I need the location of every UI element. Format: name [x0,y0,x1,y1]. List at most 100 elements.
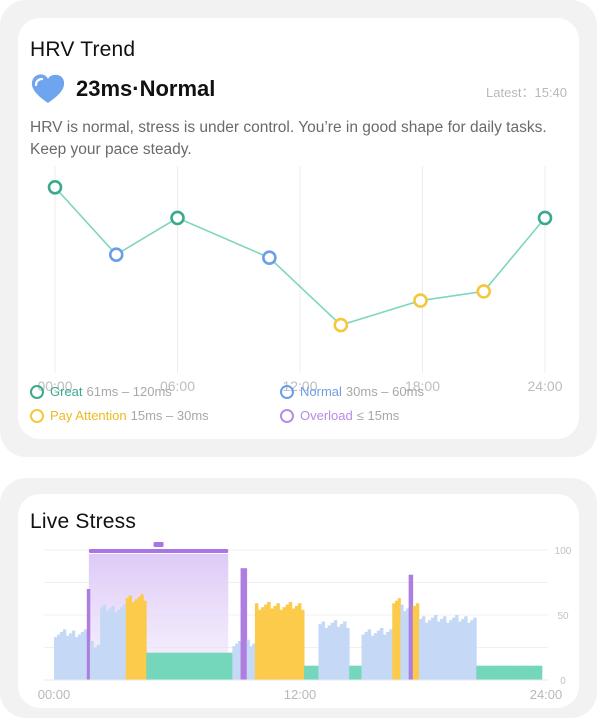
stress-bar [538,665,543,680]
stress-bar [257,609,262,680]
stress-bar [386,631,390,680]
stress-bar [122,604,127,680]
stress-bar [434,615,438,680]
stress-bar [376,630,381,680]
stress-bar [252,643,256,680]
stress-bar [526,665,530,680]
legend-pay-attention-label: Pay Attention [50,408,127,423]
legend-normal: Normal 30ms – 60ms [280,384,424,399]
hrv-value: 23ms·Normal [76,76,216,101]
stress-bar [502,665,506,680]
stress-bar [424,622,429,680]
legend-pay-attention-marker [30,408,44,423]
stress-bar [315,665,319,680]
stress-bar [333,620,338,680]
stress-bar [217,652,221,680]
stress-bar [246,639,250,680]
stress-bar [93,647,98,680]
hrv-summary: 23ms·Normal [30,73,215,105]
stress-card[interactable]: Live Stress 100 50 0 00:00 12:00 24:00 [18,494,579,708]
stress-bar [68,633,73,680]
stress-bar [427,620,432,680]
stress-bar [421,616,426,680]
stress-bar [282,607,287,680]
stress-bar-chart[interactable]: 100 50 0 00:00 12:00 24:00 [18,538,579,708]
stress-bar [279,609,283,680]
y-tick-label: 0 [560,676,566,687]
stress-bar [71,630,76,680]
stress-bar [476,665,480,680]
stress-bar [330,622,335,680]
stress-bar [482,665,486,680]
stress-bar [161,652,165,680]
stress-bar [267,602,271,680]
stress-bar [339,624,344,680]
stress-bar [355,665,359,680]
stress-bar [379,628,384,680]
stress-bar [408,574,414,680]
stress-bar [164,652,168,680]
hrv-point [333,317,349,333]
heart-icon [31,74,65,103]
stress-bar [485,665,489,680]
stress-bar [152,652,156,680]
stress-bar [361,634,365,680]
stress-bar [235,643,239,680]
stress-bar [490,665,495,680]
stress-bar [120,607,124,680]
stress-bar [220,652,224,680]
stress-bar [309,665,314,680]
hrv-point [413,293,428,308]
stress-bar [249,646,253,680]
stress-bar [373,633,378,680]
x-tick-label: 00:00 [38,687,71,702]
stress-bar [172,652,177,680]
stress-bar [496,665,500,680]
y-tick-label: 100 [555,546,572,557]
legend-overload-marker [280,408,294,423]
stress-bar [83,629,88,680]
legend-great-label: Great [50,384,83,399]
x-tick-label: 12:00 [284,687,317,702]
stress-bar [455,615,459,680]
x-tick-label: 18:00 [405,378,440,394]
stress-bar [301,609,305,680]
stress-bar [443,616,447,680]
stress-bar [364,631,369,680]
stress-bar [352,665,356,680]
stress-bar [464,616,468,680]
stress-bar [175,652,180,680]
stress-bar [367,629,372,680]
stress-title: Live Stress [30,510,137,533]
legend-overload: Overload ≤ 15ms [280,408,399,423]
hrv-point [47,180,63,195]
stress-bar [270,608,274,680]
stress-bar [523,665,527,680]
stress-bar [324,628,329,680]
stress-bar [199,652,204,680]
stress-bar [117,609,121,680]
stress-bar [288,602,293,680]
legend-normal-marker [280,384,294,399]
stress-bar [100,607,104,680]
stress-bar [276,603,280,680]
stress-bar [346,628,350,680]
stress-bar [226,652,230,680]
stress-bar [114,612,118,680]
legend-overload-label: Overload [300,408,353,423]
stress-bar [86,589,91,680]
stress-bar [458,621,462,680]
stress-bar [349,665,353,680]
stress-bar [430,617,435,680]
stress-bar [343,621,347,680]
stress-bar [285,604,290,680]
stress-bar [418,618,423,680]
stress-bar [80,631,85,680]
hrv-line-chart[interactable]: 00:00 06:00 12:00 18:00 24:00 [18,166,579,398]
stress-bar [446,622,450,680]
hrv-description: HRV is normal, stress is under control. … [30,119,547,158]
hrv-card[interactable]: HRV Trend 23ms·Normal Latest：15:40 HRV i… [18,18,579,439]
stress-bar [389,629,393,680]
stress-bar [149,652,153,680]
stress-bar [243,568,248,680]
